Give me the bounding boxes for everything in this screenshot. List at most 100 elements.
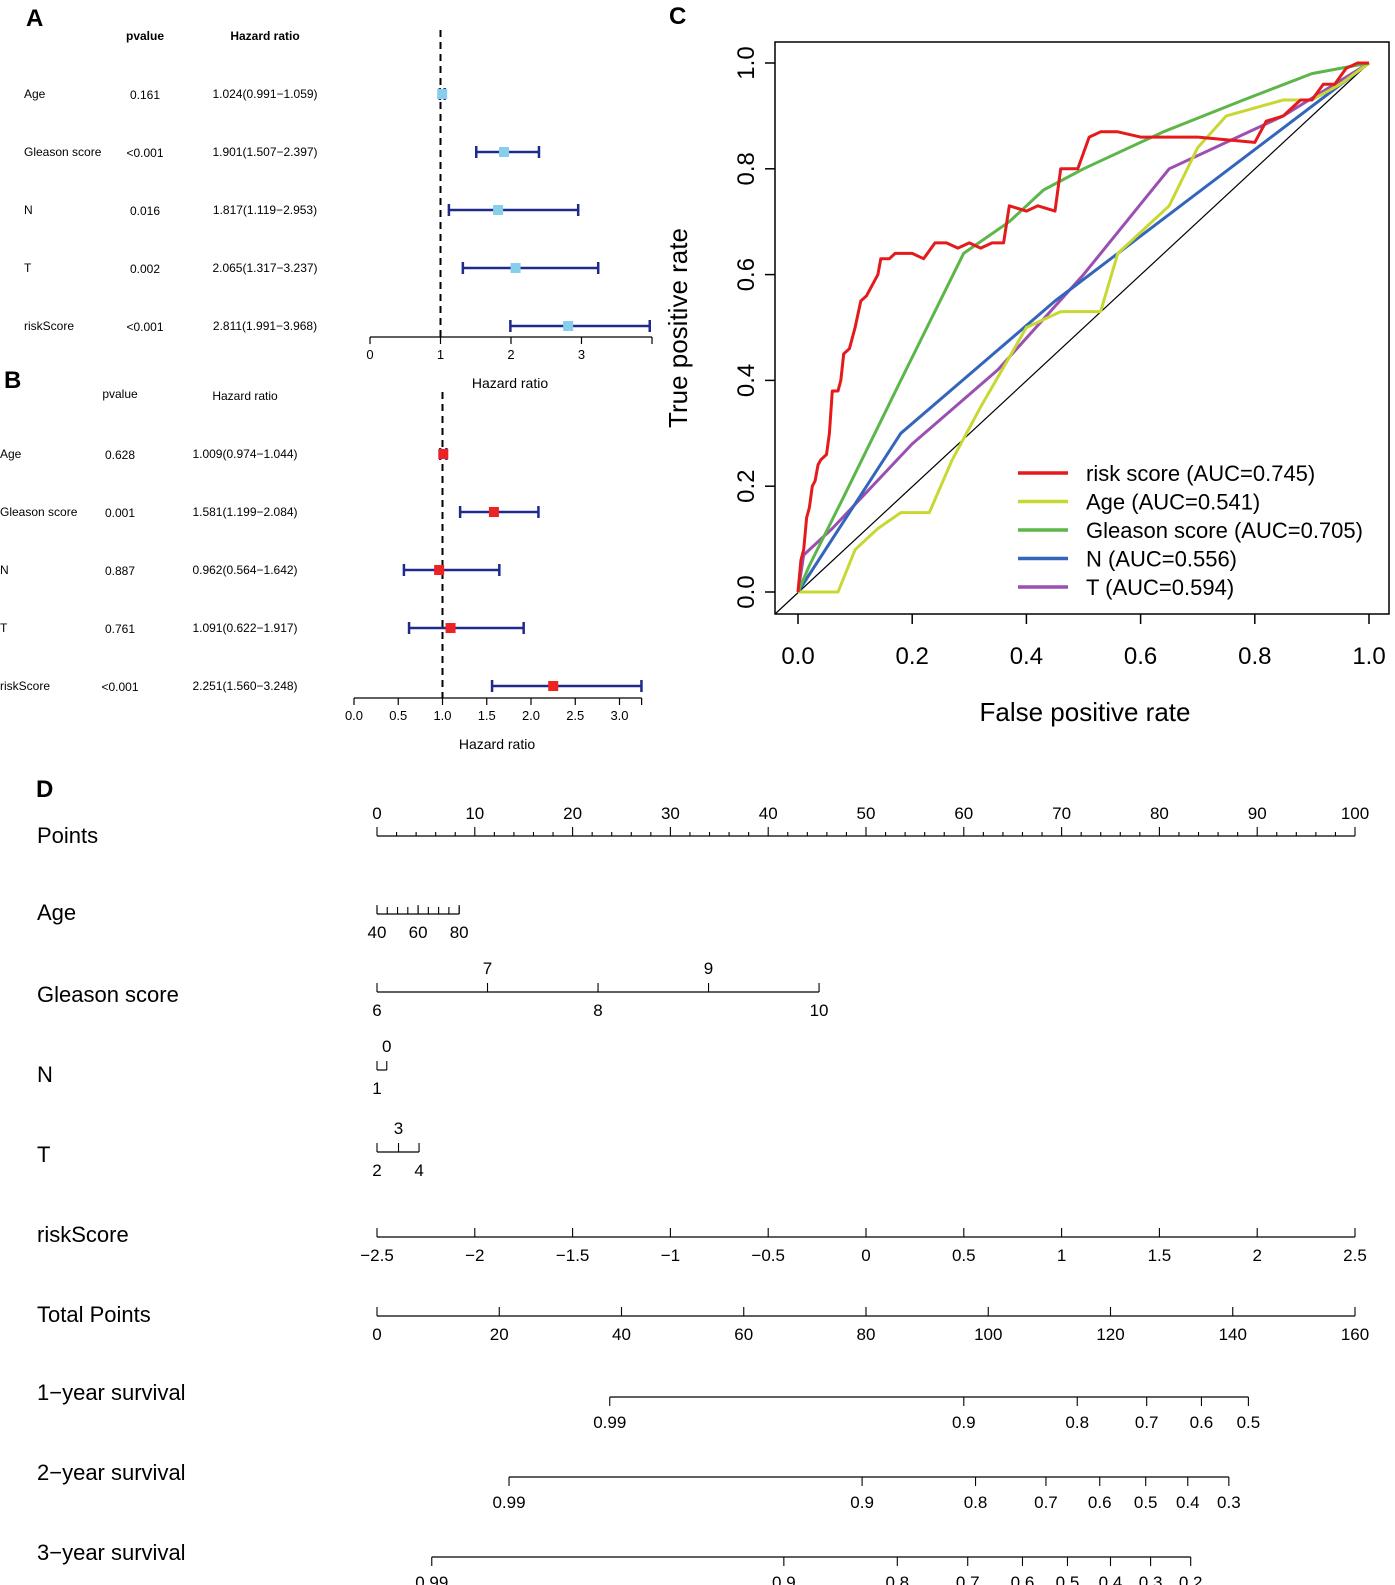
x-axis-label: Hazard ratio	[459, 736, 535, 752]
points-tick-label: 50	[857, 804, 876, 823]
nomogram-row-label: Age	[37, 900, 76, 925]
nomogram-tick-label: 7	[483, 959, 492, 978]
x-axis-label: False positive rate	[980, 697, 1191, 727]
nomogram-tick-label: 2	[1252, 1246, 1261, 1265]
nomogram-tick-label: 1	[1057, 1246, 1066, 1265]
hr-marker	[488, 507, 499, 517]
y-tick-label: 0.0	[733, 575, 760, 608]
row-pvalue: <0.001	[126, 146, 163, 160]
hr-marker	[437, 89, 448, 99]
hr-marker	[499, 147, 510, 157]
nomogram-row-label: 2−year survival	[37, 1460, 186, 1485]
nomogram-tick-label: 40	[612, 1325, 631, 1344]
nomogram-row-label: Gleason score	[37, 982, 179, 1007]
row-hazard-ratio: 1.024(0.991−1.059)	[212, 87, 317, 101]
nomogram-tick-label: 0	[382, 1037, 391, 1056]
nomogram-tick-label: 160	[1341, 1325, 1369, 1344]
nomogram-tick-label: 0.8	[964, 1493, 988, 1512]
hr-marker	[438, 449, 449, 459]
header-pvalue: pvalue	[126, 29, 164, 43]
nomogram-tick-label: −2	[465, 1246, 484, 1265]
x-axis-label: Hazard ratio	[472, 375, 548, 391]
nomogram-tick-label: 0.8	[885, 1573, 909, 1585]
row-pvalue: <0.001	[126, 320, 163, 334]
row-hazard-ratio: 1.091(0.622−1.917)	[192, 621, 297, 635]
nomogram-tick-label: −0.5	[751, 1246, 785, 1265]
nomogram-tick-label: 140	[1219, 1325, 1247, 1344]
forest-plot-a: pvalue Hazard ratio Age 0.161 1.024(0.991−1.…	[24, 29, 653, 391]
nomogram-tick-label: 0	[372, 1325, 381, 1344]
row-label: N	[0, 563, 9, 577]
header-hazard-ratio: Hazard ratio	[230, 29, 299, 43]
x-tick-label: 0.6	[1124, 643, 1157, 670]
points-tick-label: 20	[563, 804, 582, 823]
y-tick-label: 0.8	[733, 152, 760, 185]
points-tick-label: 40	[759, 804, 778, 823]
nomogram-tick-label: 0.5	[1134, 1493, 1158, 1512]
nomogram-row-label: Total Points	[37, 1302, 151, 1327]
nomogram-tick-label: 0.99	[492, 1493, 525, 1512]
y-tick-label: 1.0	[733, 46, 760, 79]
nomogram-tick-label: 0.3	[1217, 1493, 1241, 1512]
x-tick-label: 2.0	[522, 708, 540, 723]
x-tick-label: 3.0	[610, 708, 628, 723]
x-tick-label: 0.2	[896, 643, 929, 670]
hr-marker	[563, 321, 574, 331]
row-label: Age	[24, 87, 46, 101]
row-pvalue: 0.016	[130, 204, 160, 218]
y-axis-label: True positive rate	[663, 228, 693, 428]
points-tick-label: 10	[465, 804, 484, 823]
panel-label-c: C	[669, 3, 686, 30]
nomogram-tick-label: 4	[414, 1161, 423, 1180]
x-tick-label: 2.5	[566, 708, 584, 723]
nomogram-tick-label: 2	[372, 1161, 381, 1180]
row-hazard-ratio: 1.581(1.199−2.084)	[192, 505, 297, 519]
nomogram-tick-label: 0.6	[1190, 1413, 1214, 1432]
row-pvalue: 0.887	[105, 564, 135, 578]
nomogram-tick-label: 0.99	[593, 1413, 626, 1432]
panel-label-b: B	[4, 367, 21, 394]
row-hazard-ratio: 1.009(0.974−1.044)	[192, 447, 297, 461]
nomogram-tick-label: 40	[368, 923, 387, 942]
x-tick-label: 1.0	[433, 708, 451, 723]
x-tick-label: 0.8	[1238, 643, 1271, 670]
hr-marker	[434, 565, 445, 575]
roc-plot-c: 0.0 0.0 0.2 0.2 0.4 0.4 0.6 0.6 0.8 0.8 1.0 1.0 Fals…	[663, 41, 1390, 727]
nomogram-tick-label: 1	[372, 1079, 381, 1098]
y-tick-label: 0.4	[733, 364, 760, 397]
row-hazard-ratio: 1.901(1.507−2.397)	[212, 145, 317, 159]
points-tick-label: 0	[372, 804, 381, 823]
nomogram-tick-label: 0.4	[1176, 1493, 1200, 1512]
roc-curve-gleason	[796, 61, 1370, 593]
header-pvalue: pvalue	[102, 387, 138, 401]
hr-marker	[510, 263, 521, 273]
nomogram-tick-label: 0.5	[1237, 1413, 1261, 1432]
nomogram-row-label: 3−year survival	[37, 1540, 186, 1565]
row-label: Gleason score	[24, 145, 102, 159]
nomogram-tick-label: 120	[1096, 1325, 1124, 1344]
x-tick-label: 3	[578, 347, 585, 362]
legend-label: N (AUC=0.556)	[1086, 547, 1237, 572]
nomogram-tick-label: 0.9	[850, 1493, 874, 1512]
nomogram-tick-label: −1	[661, 1246, 680, 1265]
nomogram-tick-label: 0.99	[415, 1573, 448, 1585]
row-pvalue: 0.761	[105, 622, 135, 636]
nomogram-tick-label: 0	[861, 1246, 870, 1265]
nomogram-tick-label: −2.5	[360, 1246, 394, 1265]
nomogram-tick-label: 10	[810, 1001, 829, 1020]
nomogram-tick-label: 0.2	[1179, 1573, 1203, 1585]
row-pvalue: <0.001	[101, 680, 138, 694]
nomogram-tick-label: 0.7	[956, 1573, 980, 1585]
hr-marker	[445, 623, 456, 633]
nomogram-tick-label: 20	[490, 1325, 509, 1344]
legend-label: Gleason score (AUC=0.705)	[1086, 518, 1363, 543]
x-tick-label: 1.0	[1352, 643, 1385, 670]
x-tick-label: 2	[507, 347, 514, 362]
row-hazard-ratio: 2.065(1.317−3.237)	[212, 261, 317, 275]
roc-curve-n	[796, 61, 1370, 593]
points-tick-label: 100	[1341, 804, 1369, 823]
nomogram-tick-label: 0.8	[1065, 1413, 1089, 1432]
nomogram-tick-label: 100	[974, 1325, 1002, 1344]
